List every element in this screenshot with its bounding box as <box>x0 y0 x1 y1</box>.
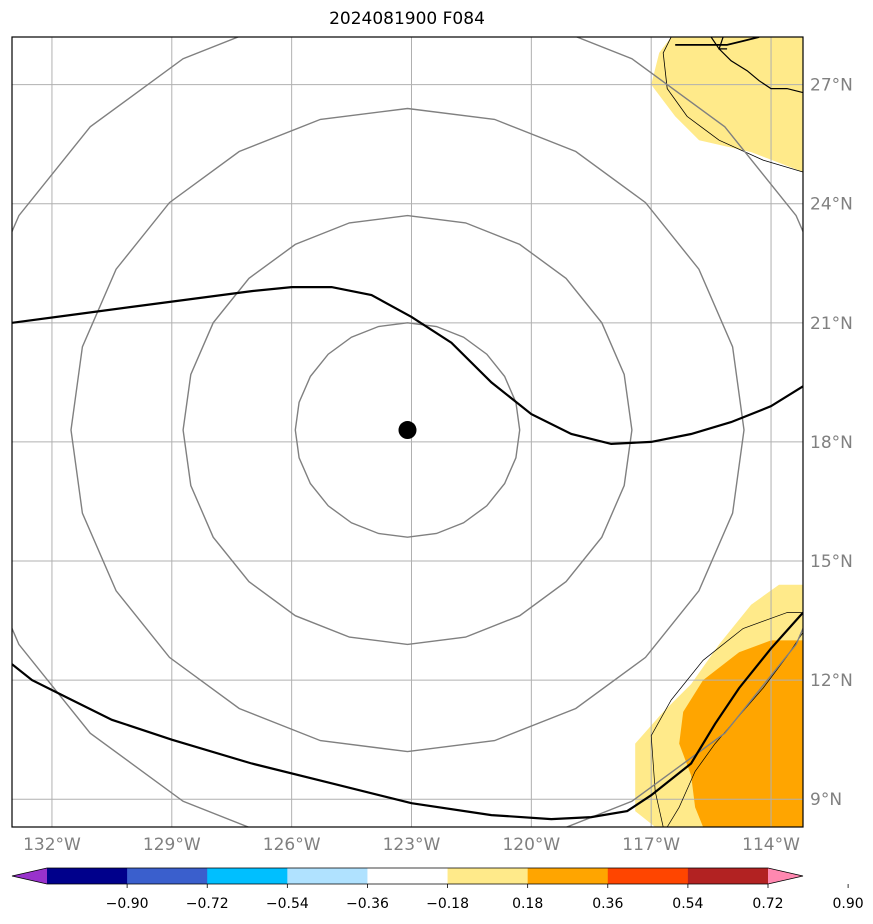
latitude-labels: 27°N 24°N 21°N 18°N 15°N 12°N 9°N <box>810 76 853 811</box>
map-frame <box>11 36 804 828</box>
shaded-area-south-mid <box>679 640 803 827</box>
longitude-label: 126°W <box>263 835 321 855</box>
colorbar-tick-label: −0.36 <box>346 896 389 912</box>
colorbar: −0.90 −0.72 −0.54 −0.36 −0.18 0.18 0.36 0.54 0.7… <box>11 867 864 912</box>
graticule <box>12 37 803 827</box>
storm-center-marker <box>398 421 417 440</box>
colorbar-tick-label: 0.36 <box>592 896 623 912</box>
range-ring <box>182 214 633 646</box>
latitude-label: 18°N <box>810 433 853 453</box>
colorbar-segment <box>207 868 288 884</box>
range-ring <box>70 107 745 753</box>
map-title: 2024081900 F084 <box>329 9 485 29</box>
colorbar-tick-label: 0.54 <box>672 896 703 912</box>
latitude-label: 21°N <box>810 314 853 334</box>
range-rings <box>12 37 803 827</box>
colorbar-tick-label: 0.90 <box>833 896 864 912</box>
contour-line-south <box>12 611 803 821</box>
colorbar-segment <box>47 868 128 884</box>
colorbar-outline <box>11 867 804 885</box>
colorbar-high-extend <box>768 868 803 884</box>
latitude-label: 24°N <box>810 195 853 215</box>
colorbar-tick-label: −0.90 <box>106 896 149 912</box>
latitude-label: 27°N <box>810 76 853 96</box>
coastline-north <box>662 37 803 173</box>
latitude-label: 15°N <box>810 552 853 572</box>
colorbar-tick-label: −0.54 <box>266 896 309 912</box>
latitude-label: 9°N <box>810 790 842 810</box>
colorbar-tick-label: −0.72 <box>186 896 229 912</box>
colorbar-segment <box>367 868 449 884</box>
longitude-label: 129°W <box>143 835 201 855</box>
latitude-label: 12°N <box>810 671 853 691</box>
contour-line-north <box>12 286 803 446</box>
longitude-labels: 132°W 129°W 126°W 123°W 120°W 117°W 114°W <box>23 835 800 855</box>
colorbar-segment <box>607 868 689 884</box>
center-dot <box>398 421 417 440</box>
longitude-label: 132°W <box>23 835 81 855</box>
colorbar-segment <box>287 868 368 884</box>
colorbar-tick-label: −0.18 <box>426 896 469 912</box>
colorbar-segment <box>687 868 769 884</box>
coastline-baja <box>710 37 803 94</box>
colorbar-tick-label: 0.18 <box>512 896 543 912</box>
longitude-label: 114°W <box>742 835 800 855</box>
longitude-label: 123°W <box>383 835 441 855</box>
shaded-area-north <box>651 37 803 172</box>
range-ring <box>12 37 803 827</box>
contour-lines <box>12 286 803 821</box>
colorbar-segment <box>447 868 529 884</box>
range-ring <box>294 322 521 538</box>
longitude-label: 117°W <box>622 835 680 855</box>
border-north <box>675 37 760 46</box>
colorbar-segment <box>527 868 609 884</box>
colorbar-tick-label: 0.72 <box>752 896 783 912</box>
coastline-island <box>718 37 728 50</box>
shaded-field <box>635 37 803 827</box>
longitude-label: 120°W <box>502 835 560 855</box>
coastline-south <box>650 612 803 827</box>
colorbar-low-extend <box>12 868 47 884</box>
colorbar-segment <box>127 868 208 884</box>
